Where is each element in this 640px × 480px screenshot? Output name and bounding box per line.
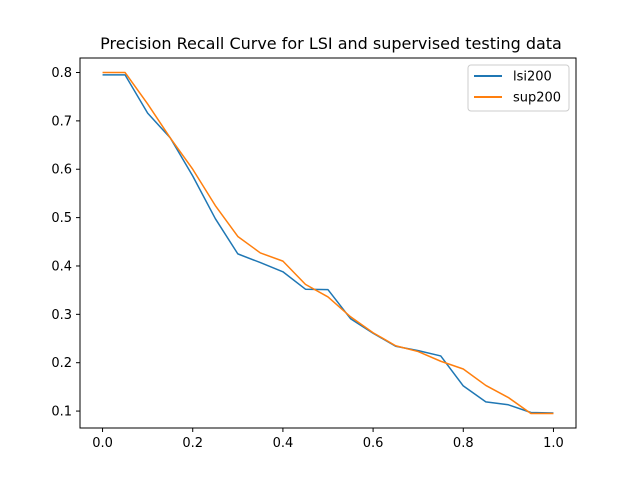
series-line-lsi200 bbox=[102, 74, 554, 414]
x-tick-label: 0.8 bbox=[453, 436, 474, 451]
y-tick-label: 0.1 bbox=[51, 405, 72, 420]
legend-label-sup200: sup200 bbox=[513, 91, 561, 106]
series-lines bbox=[102, 71, 554, 415]
x-tick-label: 0.6 bbox=[363, 436, 384, 451]
x-tick-label: 0.4 bbox=[273, 436, 294, 451]
chart-title: Precision Recall Curve for LSI and super… bbox=[100, 34, 562, 53]
x-tick-label: 0.2 bbox=[182, 436, 203, 451]
legend-label-lsi200: lsi200 bbox=[513, 70, 552, 85]
y-tick-label: 0.5 bbox=[51, 211, 72, 226]
x-axis: 0.0 0.2 0.4 0.6 0.8 1.0 bbox=[92, 428, 564, 451]
y-tick-label: 0.8 bbox=[51, 66, 72, 81]
x-tick-label: 1.0 bbox=[543, 436, 564, 451]
legend: lsi200 sup200 bbox=[467, 64, 570, 112]
x-tick-label: 0.0 bbox=[92, 436, 113, 451]
plot-area bbox=[79, 57, 577, 429]
y-tick-label: 0.6 bbox=[51, 163, 72, 178]
y-tick-label: 0.4 bbox=[51, 259, 72, 274]
y-tick-label: 0.7 bbox=[51, 114, 72, 129]
y-tick-label: 0.2 bbox=[51, 356, 72, 371]
y-tick-label: 0.3 bbox=[51, 308, 72, 323]
series-line-sup200 bbox=[102, 71, 554, 415]
y-axis: 0.1 0.2 0.3 0.4 0.5 0.6 0.7 0.8 bbox=[51, 66, 80, 420]
